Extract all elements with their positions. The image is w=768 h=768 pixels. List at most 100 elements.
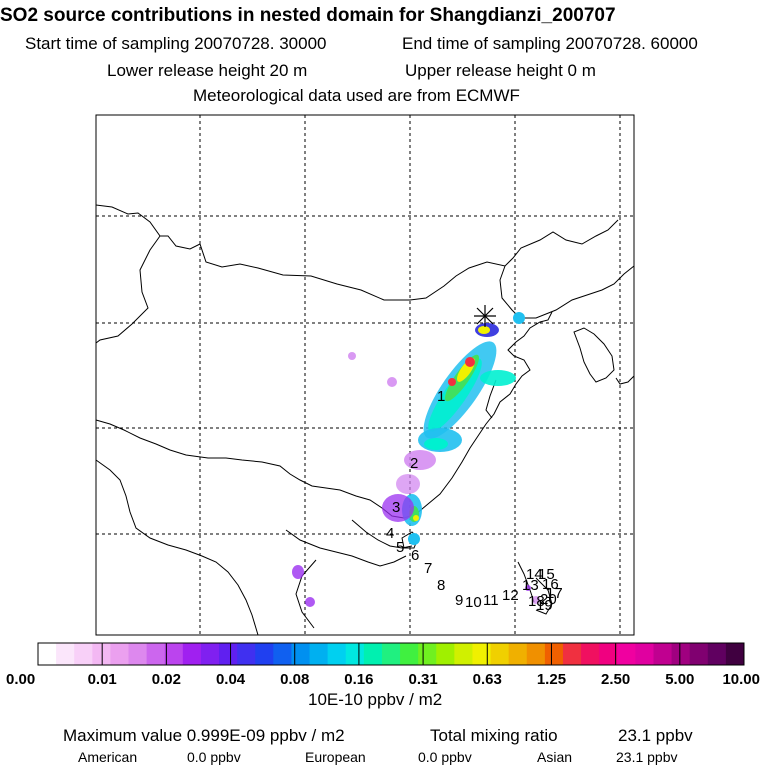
coastline [403,311,553,519]
upper-release-text: Upper release height 0 m [405,61,596,80]
trajectory-label: 16 [542,576,559,593]
colorbar-cell [309,643,329,665]
border-line [95,459,259,636]
border-line [295,559,317,629]
colorbar-cells [38,643,745,665]
colorbar-cell [454,643,473,665]
chart-title: SO2 source contributions in nested domai… [0,5,616,26]
colorbar-tick-label: 0.31 [408,671,437,688]
colorbar-cell [526,643,546,665]
colorbar-cell [707,643,727,665]
trajectory-label: 3 [392,499,400,516]
coastline [573,327,615,383]
plume-cell [478,326,490,334]
plume-field [292,312,540,607]
map-frame [95,114,635,636]
colorbar-ticks: 0.00 0.01 0.02 0.04 0.08 0.16 0.31 0.63 1.25 2.50… [6,643,760,688]
plume-cell [396,474,420,494]
plume-cell [413,515,419,521]
colorbar-cell [418,643,437,665]
colorbar-cell [92,643,111,665]
colorbar-tick-label: 1.25 [537,671,566,688]
colorbar-tick-label: 0.16 [344,671,373,688]
american-value: 0.0 ppbv [187,749,241,765]
colorbar-tick-label: 0.02 [152,671,181,688]
plume-cell [305,597,315,607]
plume-cell [465,357,475,367]
coastline [615,375,635,385]
colorbar-cell [219,643,238,665]
colorbar-cell [273,643,292,665]
colorbar-cell [110,643,130,665]
plume-cell [525,585,531,591]
plume-cell [532,596,540,604]
station-star [474,305,496,327]
colorbar-tick-label: 0.63 [473,671,502,688]
coastline [499,265,635,319]
trajectory-label: 7 [424,560,432,577]
trajectory-label: 8 [437,577,445,594]
asian-value: 23.1 ppbv [616,749,678,765]
asian-label: Asian [537,749,573,765]
plume-cell [292,565,304,579]
colorbar-cell [436,643,455,665]
colorbar-cell [400,643,419,665]
colorbar-cell [327,643,347,665]
colorbar-tick-label: 5.00 [665,671,694,688]
trajectory-label: 6 [411,547,419,564]
colorbar-cell [200,643,220,665]
colorbar-cell [164,643,184,665]
european-value: 0.0 ppbv [418,749,472,765]
map-boundaries [95,204,635,636]
colorbar-cell [544,643,564,665]
trajectory-label: 19 [536,597,553,614]
trajectory-label: 18 [528,593,545,610]
plume-cell [404,450,436,470]
colorbar-cell [381,643,401,665]
island [517,561,535,603]
plume-cell [382,494,414,522]
start-time-text: Start time of sampling 20070728. 30000 [25,34,327,53]
plume-cell [480,370,516,386]
colorbar-cell [472,643,492,665]
border-line [285,529,407,567]
colorbar-unit-label: 10E-10 ppbv / m2 [308,690,443,709]
trajectory-label: 2 [410,455,418,472]
trajectory-label: 17 [546,585,563,602]
trajectory-label: 5 [396,539,404,556]
colorbar-cell [56,643,75,665]
trajectory-label: 14 [526,566,543,583]
european-label: European [305,749,366,765]
plume-cell [448,378,456,386]
island [535,577,553,615]
colorbar-cell [617,643,636,665]
trajectory-label: 4 [386,525,394,542]
colorbar-cell [74,643,93,665]
trajectory-label: 15 [538,566,555,583]
trajectory-label: 9 [455,592,463,609]
colorbar-cell [689,643,709,665]
colorbar-cell [599,643,618,665]
border-line [95,419,405,519]
map-grid [96,115,634,635]
end-time-text: End time of sampling 20070728. 60000 [402,34,698,53]
colorbar-cell [345,643,365,665]
colorbar-tick-label: 0.00 [6,671,35,688]
colorbar-tick-label: 0.04 [216,671,246,688]
colorbar-cell [38,643,57,665]
trajectory-labels: 1 2 3 4 5 6 7 8 9 10 11 12 13 14 15 16 1… [386,388,563,614]
colorbar-cell [562,643,582,665]
colorbar-cell [581,643,600,665]
colorbar-cell [182,643,202,665]
colorbar-cell [255,643,274,665]
trajectory-label: 10 [465,594,482,611]
colorbar-cell [508,643,528,665]
colorbar-cell [653,643,673,665]
colorbar-cell [237,643,256,665]
max-value-text: Maximum value 0.999E-09 ppbv / m2 [63,726,345,745]
trajectory-label: 20 [540,591,557,608]
colorbar-cell [671,643,691,665]
plume-cell [348,352,356,360]
plume-cell [408,533,420,545]
